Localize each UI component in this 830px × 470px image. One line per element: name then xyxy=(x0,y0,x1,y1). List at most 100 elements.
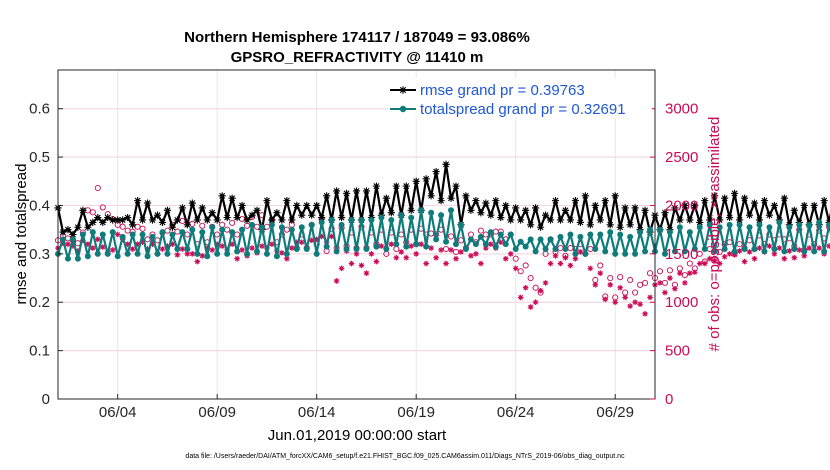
rmse-point-core xyxy=(767,213,772,217)
obs-assimilated-point xyxy=(189,251,196,257)
totalspread-point xyxy=(572,250,579,257)
x-tick-label: 06/19 xyxy=(397,404,435,421)
totalspread-point xyxy=(403,243,410,250)
rmse-point-core xyxy=(160,220,165,225)
rmse-point-core xyxy=(742,196,747,201)
obs-assimilated-point xyxy=(552,252,559,259)
rmse-point-core xyxy=(364,189,369,193)
rmse-point-core xyxy=(240,203,244,208)
rmse-point-core xyxy=(444,162,448,167)
rmse-point xyxy=(467,206,475,214)
obs-assimilated-point xyxy=(483,245,489,251)
rmse-point-core xyxy=(384,196,389,201)
totalspread-point xyxy=(661,250,668,257)
rmse-point xyxy=(134,197,142,205)
y-left-tick-label: 0.6 xyxy=(29,101,50,118)
rmse-point-core xyxy=(275,210,279,215)
rmse-point xyxy=(119,216,127,224)
totalspread-point xyxy=(308,221,315,228)
totalspread-point xyxy=(184,246,191,253)
totalspread-point xyxy=(129,231,136,238)
obs-possible-point xyxy=(522,262,529,269)
rmse-point-core xyxy=(394,184,399,188)
obs-assimilated-point xyxy=(627,303,633,309)
rmse-point-core xyxy=(762,198,767,203)
obs-assimilated-point xyxy=(617,284,623,291)
rmse-point xyxy=(522,206,530,214)
y-right-tick-label: 1500 xyxy=(665,246,698,263)
obs-assimilated-point xyxy=(313,236,320,243)
rmse-point xyxy=(253,206,261,214)
rmse-point-core xyxy=(613,193,617,198)
rmse-point-core xyxy=(314,203,319,208)
obs-assimilated-point xyxy=(796,247,803,253)
rmse-point xyxy=(731,189,739,197)
totalspread-point xyxy=(119,233,126,240)
obs-assimilated-point xyxy=(537,287,544,294)
totalspread-point xyxy=(497,231,504,238)
totalspread-point xyxy=(194,250,201,257)
totalspread-point xyxy=(443,238,450,245)
obs-assimilated-point xyxy=(816,245,822,251)
rmse-point-core xyxy=(434,169,438,174)
totalspread-point xyxy=(348,216,355,223)
obs-possible-point xyxy=(676,265,683,272)
rmse-point-core xyxy=(618,225,622,230)
obs-assimilated-point xyxy=(478,260,484,267)
obs-assimilated-point xyxy=(801,252,808,259)
rmse-point-core xyxy=(155,213,160,217)
rmse-point-core xyxy=(747,213,752,217)
rmse-point xyxy=(387,209,395,217)
rmse-point-core xyxy=(354,189,359,193)
totalspread-point xyxy=(64,255,71,262)
rmse-point-core xyxy=(195,218,200,222)
totalspread-point xyxy=(378,214,385,221)
rmse-point-core xyxy=(245,218,249,222)
totalspread-point xyxy=(298,224,305,231)
totalspread-point xyxy=(811,248,818,255)
totalspread-point xyxy=(363,246,370,253)
obs-assimilated-point xyxy=(234,255,240,262)
totalspread-point xyxy=(438,212,445,219)
legend-rmse-marker xyxy=(399,86,407,94)
rmse-point xyxy=(298,211,306,219)
obs-assimilated-point xyxy=(776,245,783,251)
rmse-point-core xyxy=(91,220,95,225)
obs-assimilated-point xyxy=(701,260,708,267)
obs-possible-point xyxy=(517,268,524,275)
totalspread-point xyxy=(258,224,265,231)
rmse-point xyxy=(243,216,251,224)
obs-assimilated-point xyxy=(318,233,325,240)
totalspread-point xyxy=(816,219,823,226)
totalspread-point xyxy=(681,248,688,255)
rmse-point xyxy=(148,216,157,224)
totalspread-point xyxy=(647,226,654,233)
rmse-point xyxy=(527,221,535,229)
obs-possible-point xyxy=(696,250,703,257)
rmse-point xyxy=(437,197,445,205)
totalspread-point xyxy=(268,221,275,228)
obs-possible-point xyxy=(627,276,634,284)
obs-assimilated-point xyxy=(209,247,216,253)
legend-spread-label: totalspread grand pr = 0.32691 xyxy=(420,101,626,118)
rmse-point-core xyxy=(553,198,558,203)
totalspread-point xyxy=(786,224,793,231)
rmse-point-core xyxy=(484,201,488,205)
rmse-point-core xyxy=(727,215,732,220)
obs-assimilated-point xyxy=(662,289,668,296)
rmse-point-core xyxy=(822,198,826,203)
rmse-point-core xyxy=(255,208,259,213)
totalspread-point xyxy=(457,221,464,228)
totalspread-point xyxy=(736,221,743,228)
totalspread-point xyxy=(706,221,713,228)
totalspread-point xyxy=(826,221,830,228)
y-right-tick-label: 2500 xyxy=(665,149,698,166)
totalspread-point xyxy=(254,248,260,255)
rmse-point-core xyxy=(593,203,598,208)
rmse-point-core xyxy=(717,218,722,222)
obs-assimilated-point xyxy=(741,258,748,265)
rmse-point-core xyxy=(285,198,289,203)
rmse-point-core xyxy=(643,208,647,213)
obs-assimilated-point xyxy=(751,255,758,262)
rmse-point-core xyxy=(693,203,697,208)
